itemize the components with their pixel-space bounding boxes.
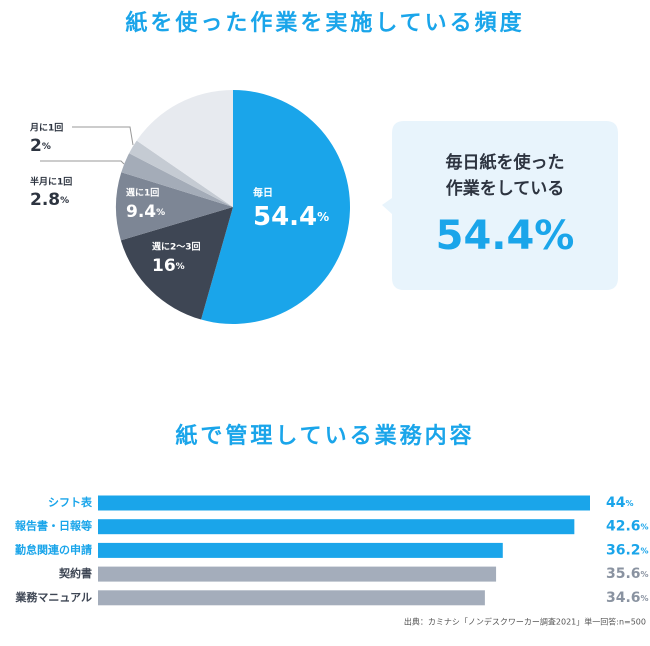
value-label: 42.6% [606,519,649,535]
slice-label: 週に2〜3回 [152,242,201,253]
bar-title: 紙で管理している業務内容 [175,423,474,449]
pie-slice [136,90,233,207]
leader-line [40,160,125,165]
value-unit: % [641,522,649,531]
bar [98,519,575,535]
value-unit: % [625,499,633,508]
value-unit: % [641,570,649,579]
category-label: 業務マニュアル [14,590,92,604]
pie-slice [121,153,233,207]
bar [98,590,485,606]
pie-title: 紙を使った作業を実施している頻度 [125,10,524,36]
value-label: 44% [606,495,634,511]
value-number: 54.4 [253,202,317,232]
value-label: 2% [30,136,51,156]
pie-slice [115,172,233,241]
value-number: 35.6 [606,566,641,582]
value-label: 16% [152,256,185,276]
value-unit: % [641,593,649,602]
value-unit: % [42,142,51,152]
value-label: 2.8% [30,190,69,210]
value-number: 36.2 [606,542,641,558]
value-label: 34.6% [606,590,649,606]
bar [98,566,497,582]
value-number: 44 [606,495,626,511]
category-label: 報告書・日報等 [15,519,92,533]
value-unit: % [60,196,69,206]
value-number: 2.8 [30,190,60,210]
category-label: シフト表 [48,495,93,509]
value-number: 2 [30,136,42,156]
callout-text: 作業をしている [446,178,565,199]
slice-label: 月に1回 [29,123,63,134]
slice-label: 半月に1回 [30,176,72,188]
bar [98,495,590,511]
value-unit: % [176,262,185,272]
value-number: 34.6 [606,590,641,606]
value-label: 54.4% [253,202,329,232]
value-unit: % [641,546,649,555]
callout-text: 毎日紙を使った [446,152,565,173]
value-label: 9.4% [126,202,165,222]
slice-label: 毎日 [253,186,273,199]
value-number: 9.4 [126,202,156,222]
value-unit: % [156,208,165,218]
leader-line [72,126,134,146]
category-label: 勤怠関連の申請 [15,542,92,556]
category-label: 契約書 [58,566,92,580]
value-number: 42.6 [606,519,641,535]
pie-slice [120,207,233,320]
pie-slice [201,90,350,324]
slice-label: 週に1回 [126,188,159,199]
callout-value: 54.4% [436,213,575,259]
pie-slice [129,140,233,207]
source-note: 出典：カミナシ「ノンデスクワーカー調査2021」単一回答:n=500 [404,617,646,627]
bar [98,542,503,558]
value-number: 16 [152,256,176,276]
value-unit: % [317,210,329,224]
callout-bubble [382,121,618,290]
value-label: 35.6% [606,566,649,582]
value-label: 36.2% [606,542,649,558]
